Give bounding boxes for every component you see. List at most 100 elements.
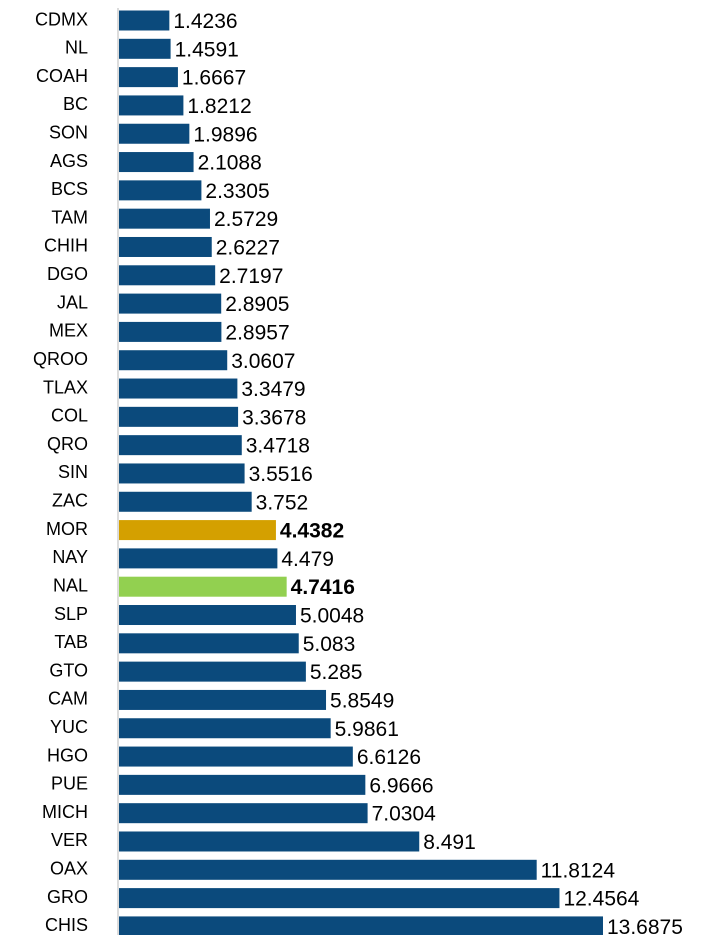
category-label: VER bbox=[51, 830, 88, 850]
category-label: TLAX bbox=[43, 377, 88, 397]
category-label: YUC bbox=[50, 717, 88, 737]
bar bbox=[119, 435, 242, 456]
value-label: 3.0607 bbox=[231, 350, 295, 373]
value-label: 1.4236 bbox=[173, 10, 237, 33]
value-label: 5.285 bbox=[310, 661, 363, 684]
category-label: BC bbox=[63, 94, 88, 114]
value-label: 5.8549 bbox=[330, 689, 394, 712]
bar bbox=[119, 350, 228, 371]
value-label: 7.0304 bbox=[372, 803, 437, 826]
bar bbox=[119, 463, 245, 484]
value-label: 6.6126 bbox=[357, 746, 421, 769]
value-label: 4.4382 bbox=[280, 520, 344, 543]
value-label: 3.3479 bbox=[241, 378, 305, 401]
value-label: 2.5729 bbox=[214, 208, 278, 231]
category-label: CAM bbox=[48, 689, 88, 709]
bar bbox=[119, 916, 603, 935]
value-label: 12.4564 bbox=[563, 888, 639, 911]
category-label: MEX bbox=[49, 321, 88, 341]
category-label: SON bbox=[49, 122, 88, 142]
category-label: ZAC bbox=[52, 491, 88, 511]
category-label: MICH bbox=[42, 802, 88, 822]
bar bbox=[119, 152, 194, 173]
value-label: 2.3305 bbox=[205, 180, 269, 203]
bar bbox=[119, 180, 202, 201]
category-label: TAM bbox=[51, 207, 88, 227]
value-label: 8.491 bbox=[423, 831, 476, 854]
bar bbox=[119, 831, 420, 852]
value-label: 6.9666 bbox=[369, 774, 433, 797]
category-label: NAY bbox=[52, 547, 88, 567]
value-label: 11.8124 bbox=[541, 859, 616, 882]
value-label: 13.6875 bbox=[607, 916, 683, 935]
value-label: 1.8212 bbox=[187, 95, 251, 118]
bar bbox=[119, 859, 537, 880]
bar bbox=[119, 746, 353, 767]
category-label: TAB bbox=[54, 632, 88, 652]
bar bbox=[119, 888, 560, 909]
bar bbox=[119, 95, 184, 116]
bar bbox=[119, 774, 366, 795]
bar bbox=[119, 236, 212, 257]
category-label: CDMX bbox=[35, 9, 88, 29]
bar bbox=[119, 491, 252, 512]
category-label: PUE bbox=[51, 774, 88, 794]
value-label: 5.9861 bbox=[335, 718, 399, 741]
category-label: GRO bbox=[47, 887, 88, 907]
bar bbox=[119, 520, 276, 541]
value-label: 2.6227 bbox=[216, 237, 280, 260]
category-label: NL bbox=[65, 38, 88, 58]
bar bbox=[119, 67, 178, 88]
category-label: SIN bbox=[58, 462, 88, 482]
category-label: MOR bbox=[46, 519, 88, 539]
value-label: 4.7416 bbox=[291, 576, 355, 599]
value-label: 1.4591 bbox=[175, 38, 239, 61]
bar bbox=[119, 293, 222, 314]
category-label: HGO bbox=[47, 745, 88, 765]
category-label: DGO bbox=[47, 264, 88, 284]
category-label: CHIS bbox=[45, 915, 88, 935]
bar bbox=[119, 661, 306, 682]
category-label: QROO bbox=[33, 349, 88, 369]
value-label: 2.1088 bbox=[198, 152, 262, 175]
bar bbox=[119, 689, 327, 710]
bar bbox=[119, 10, 170, 31]
bar bbox=[119, 321, 222, 342]
value-label: 3.752 bbox=[256, 491, 309, 514]
category-label: SLP bbox=[54, 604, 88, 624]
bar bbox=[119, 38, 171, 59]
category-label: NAL bbox=[53, 575, 88, 595]
bar bbox=[119, 605, 296, 626]
bar bbox=[119, 265, 216, 286]
bar bbox=[119, 576, 287, 597]
bar bbox=[119, 718, 331, 739]
category-label: COL bbox=[51, 406, 88, 426]
category-label: OAX bbox=[50, 859, 88, 879]
value-label: 5.0048 bbox=[300, 605, 364, 628]
category-label: AGS bbox=[50, 151, 88, 171]
value-label: 1.6667 bbox=[182, 67, 246, 90]
value-label: 2.8957 bbox=[225, 321, 289, 344]
value-label: 3.5516 bbox=[249, 463, 313, 486]
bar bbox=[119, 208, 210, 229]
category-label: GTO bbox=[49, 660, 88, 680]
value-label: 2.8905 bbox=[225, 293, 289, 316]
category-label: QRO bbox=[47, 434, 88, 454]
bar bbox=[119, 406, 239, 427]
bar bbox=[119, 803, 368, 824]
value-label: 1.9896 bbox=[193, 123, 257, 146]
category-label: BCS bbox=[51, 179, 88, 199]
category-label: COAH bbox=[36, 66, 88, 86]
value-label: 4.479 bbox=[281, 548, 334, 571]
category-label: JAL bbox=[57, 292, 88, 312]
value-label: 3.4718 bbox=[246, 435, 310, 458]
bar bbox=[119, 633, 299, 654]
bar bbox=[119, 378, 238, 399]
bar bbox=[119, 123, 190, 144]
category-label: CHIH bbox=[44, 236, 88, 256]
bar bbox=[119, 548, 278, 569]
value-label: 5.083 bbox=[303, 633, 356, 656]
value-label: 2.7197 bbox=[219, 265, 283, 288]
value-label: 3.3678 bbox=[242, 406, 306, 429]
